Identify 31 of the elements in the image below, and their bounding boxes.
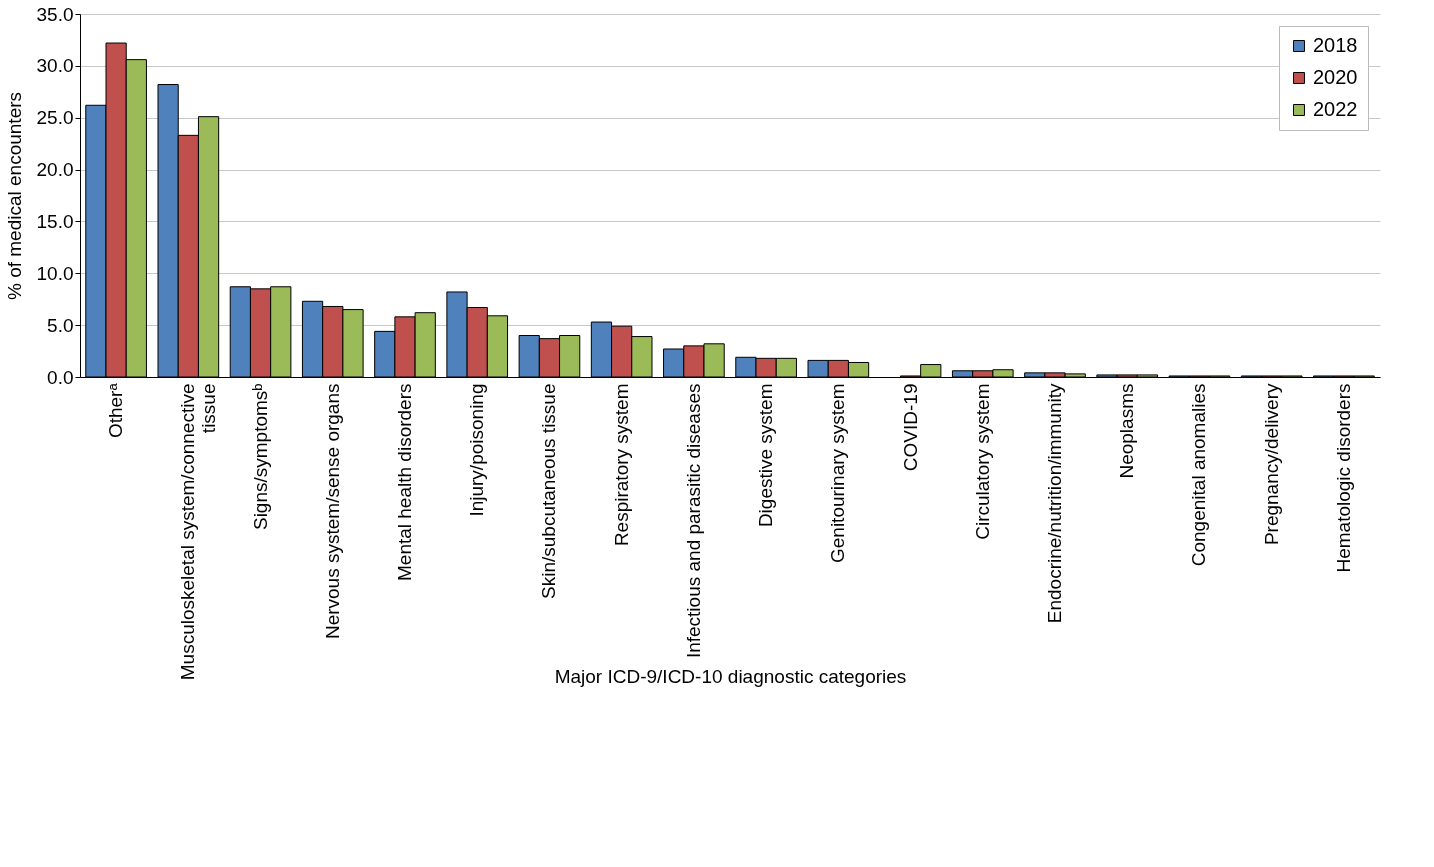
x-tick-label: Digestive system <box>755 383 777 528</box>
legend-label: 2022 <box>1313 98 1358 120</box>
x-tick-label: Skin/subcutaneous tissue <box>538 383 560 599</box>
x-tick-label: Mental health disorders <box>394 383 415 581</box>
x-tick-label: COVID-19 <box>899 383 921 472</box>
y-tick-label: 30.0 <box>36 55 74 77</box>
x-tick-label: Pregnancy/delivery <box>1260 383 1282 546</box>
legend-label: 2020 <box>1313 66 1358 88</box>
x-tick-label: Injury/poisoning <box>466 383 488 517</box>
x-tick-label: Musculoskeletal system/connective tissue <box>177 383 220 681</box>
x-tick-label: Circulatory system <box>971 383 993 540</box>
y-tick-label: 10.0 <box>36 262 74 284</box>
y-tick-label: 5.0 <box>47 314 74 336</box>
x-tick-label: Nervous system/sense organs <box>321 383 343 640</box>
y-tick-label: 35.0 <box>36 3 74 25</box>
x-tick-label: Hematologic disorders <box>1332 383 1354 573</box>
x-tick-label: Genitourinary system <box>827 383 849 564</box>
x-tick-label: Congenital anomalies <box>1188 383 1210 567</box>
y-tick-label: 25.0 <box>36 107 74 129</box>
x-tick-label: Neoplasms <box>1116 383 1138 479</box>
x-axis-title: Major ICD-9/ICD-10 diagnostic categories <box>554 665 907 687</box>
y-tick-label: 0.0 <box>47 366 74 388</box>
legend-label: 2018 <box>1313 34 1358 56</box>
y-tick-label: 20.0 <box>36 159 74 181</box>
x-tick-label: Endocrine/nutrition/immunity <box>1044 383 1065 624</box>
y-tick-label: 15.0 <box>36 210 74 232</box>
x-tick-label: Respiratory system <box>610 383 632 547</box>
x-tick-label: Otherᵃ <box>105 382 127 439</box>
x-tick-label: Infectious and parasitic diseases <box>682 383 704 659</box>
x-tick-label: Signs/symptomsᵇ <box>249 383 271 531</box>
y-axis-title: % of medical encounters <box>3 91 25 301</box>
